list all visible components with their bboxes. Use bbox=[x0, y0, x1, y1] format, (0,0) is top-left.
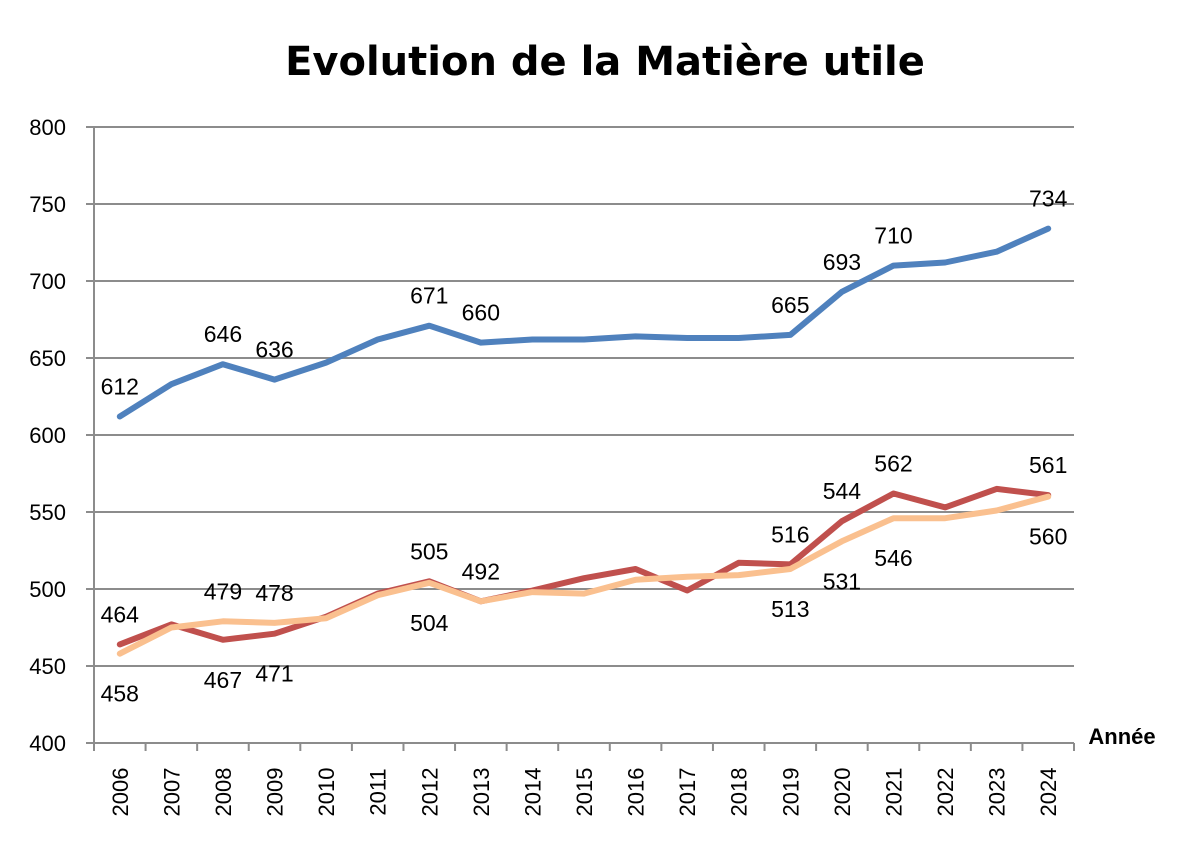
x-tick-label: 2018 bbox=[727, 768, 752, 817]
y-tick-label: 550 bbox=[29, 500, 66, 525]
data-label: 734 bbox=[1029, 186, 1068, 212]
data-label: 665 bbox=[771, 292, 809, 318]
data-label: 636 bbox=[255, 337, 293, 363]
data-label: 710 bbox=[874, 223, 912, 249]
x-tick-label: 2007 bbox=[159, 768, 184, 817]
data-label: 467 bbox=[204, 667, 242, 693]
x-tick-label: 2006 bbox=[108, 768, 133, 817]
x-tick-label: 2017 bbox=[675, 768, 700, 817]
series-lines bbox=[116, 225, 1052, 657]
x-tick-label: 2021 bbox=[881, 768, 906, 817]
x-tick-label: 2019 bbox=[778, 768, 803, 817]
gridlines bbox=[86, 126, 1075, 751]
chart-title: Evolution de la Matière utile bbox=[285, 39, 925, 85]
x-tick-label: 2016 bbox=[624, 768, 649, 817]
y-tick-label: 800 bbox=[29, 115, 66, 140]
series-line-2 bbox=[116, 485, 1052, 648]
data-label: 504 bbox=[410, 610, 449, 636]
series-line-3 bbox=[116, 493, 1052, 657]
data-label: 561 bbox=[1029, 452, 1067, 478]
data-label: 479 bbox=[204, 578, 242, 604]
data-label: 505 bbox=[410, 538, 448, 564]
data-label: 544 bbox=[823, 478, 862, 504]
data-label: 562 bbox=[874, 451, 912, 477]
x-tick-label: 2010 bbox=[314, 768, 339, 817]
data-label: 458 bbox=[101, 681, 139, 707]
data-label: 646 bbox=[204, 321, 242, 347]
x-tick-label: 2008 bbox=[211, 768, 236, 817]
data-label: 560 bbox=[1029, 524, 1067, 550]
x-tick-label: 2020 bbox=[830, 768, 855, 817]
y-tick-label: 400 bbox=[29, 731, 66, 756]
data-label: 471 bbox=[255, 661, 293, 687]
x-tick-label: 2023 bbox=[985, 768, 1010, 817]
series-line-1 bbox=[116, 225, 1052, 420]
y-tick-label: 650 bbox=[29, 346, 66, 371]
y-tick-label: 500 bbox=[29, 577, 66, 602]
data-label: 693 bbox=[823, 249, 861, 275]
y-tick-label: 700 bbox=[29, 269, 66, 294]
y-tick-label: 450 bbox=[29, 654, 66, 679]
x-tick-label: 2015 bbox=[572, 768, 597, 817]
data-label: 492 bbox=[462, 558, 500, 584]
x-tick-label: 2022 bbox=[933, 768, 958, 817]
data-label: 660 bbox=[462, 300, 500, 326]
x-tick-label: 2009 bbox=[263, 768, 288, 817]
y-tick-label: 600 bbox=[29, 423, 66, 448]
data-labels: 612 646 636 671 660 665 693 710 734 464 467 471 505 4… bbox=[101, 186, 1068, 707]
data-label: 464 bbox=[101, 601, 140, 627]
y-axis-ticks: 400 450 500 550 600 650 700 750 800 bbox=[29, 115, 66, 756]
x-tick-label: 2014 bbox=[520, 768, 545, 817]
data-label: 531 bbox=[823, 568, 861, 594]
x-tick-label: 2013 bbox=[469, 768, 494, 817]
data-label: 671 bbox=[410, 283, 448, 309]
x-axis-ticks: 2006 2007 2008 2009 2010 2011 2012 2013 2014 2015… bbox=[108, 768, 1061, 817]
data-label: 546 bbox=[874, 545, 912, 571]
x-tick-label: 2012 bbox=[417, 768, 442, 817]
data-label: 516 bbox=[771, 521, 809, 547]
data-label: 478 bbox=[255, 580, 293, 606]
data-label: 513 bbox=[771, 596, 809, 622]
x-tick-label: 2024 bbox=[1036, 768, 1061, 817]
x-axis-title: Année bbox=[1088, 724, 1155, 749]
x-tick-label: 2011 bbox=[366, 768, 391, 815]
y-tick-label: 750 bbox=[29, 192, 66, 217]
data-label: 612 bbox=[101, 374, 139, 400]
